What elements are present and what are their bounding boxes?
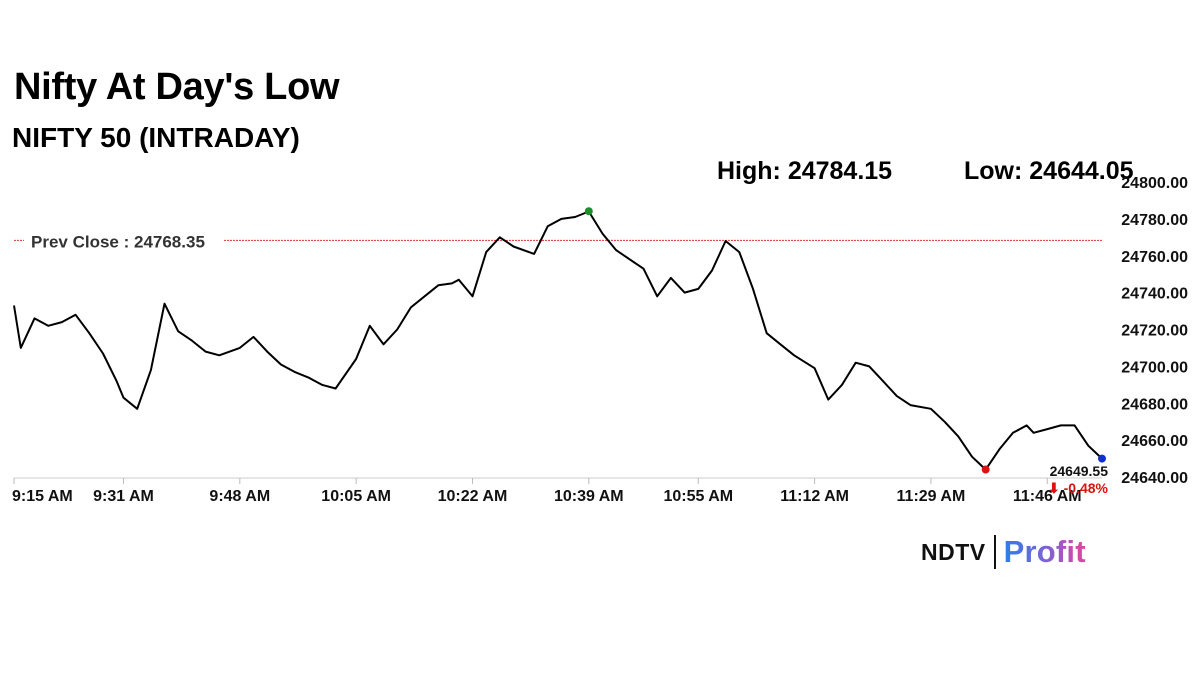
y-tick-label: 24780.00	[1121, 212, 1188, 229]
y-tick-label: 24640.00	[1121, 470, 1188, 487]
logo-profit-text: Profit	[1003, 534, 1086, 569]
x-tick-label: 9:15 AM	[12, 488, 73, 505]
x-tick-label: 10:22 AM	[438, 488, 508, 505]
ndtv-profit-logo: NDTV Profit	[921, 533, 1086, 571]
y-tick-label: 24720.00	[1121, 323, 1188, 340]
last-price-label: 24649.55	[1050, 463, 1109, 479]
day-low-label: Low: 24644.05	[964, 157, 1134, 185]
logo-ndtv-text: NDTV	[921, 538, 986, 565]
y-tick-label: 24660.00	[1121, 433, 1188, 450]
day-high-marker	[584, 207, 593, 216]
y-tick-label: 24680.00	[1121, 396, 1188, 413]
chart-subtitle: NIFTY 50 (INTRADAY)	[12, 122, 300, 153]
last-price-marker	[1098, 454, 1106, 463]
price-line	[13, 210, 1103, 471]
y-tick-label: 24740.00	[1121, 286, 1188, 303]
x-tick-label: 9:31 AM	[93, 488, 154, 505]
x-tick-label: 10:39 AM	[554, 488, 624, 505]
y-tick-label: 24760.00	[1121, 249, 1188, 266]
x-tick-label: 10:05 AM	[321, 488, 391, 505]
y-tick-label: 24800.00	[1121, 175, 1188, 192]
day-low-marker	[981, 465, 990, 474]
prev-close-label-bg	[24, 228, 224, 251]
x-tick-label: 11:29 AM	[897, 488, 966, 505]
x-tick-label: 9:48 AM	[209, 488, 270, 505]
x-tick-label: 11:46 AM	[1013, 488, 1082, 505]
day-high-label: High: 24784.15	[717, 157, 893, 185]
headline: Nifty At Day's Low	[14, 66, 340, 108]
x-tick-label: 10:55 AM	[663, 488, 733, 505]
change-percent-label: ⬇ -0.48%	[1048, 480, 1109, 496]
y-tick-label: 24700.00	[1121, 359, 1188, 376]
prev-close-label: Prev Close : 24768.35	[31, 232, 205, 251]
logo-separator	[993, 535, 996, 569]
x-tick-label: 11:12 AM	[780, 488, 849, 505]
